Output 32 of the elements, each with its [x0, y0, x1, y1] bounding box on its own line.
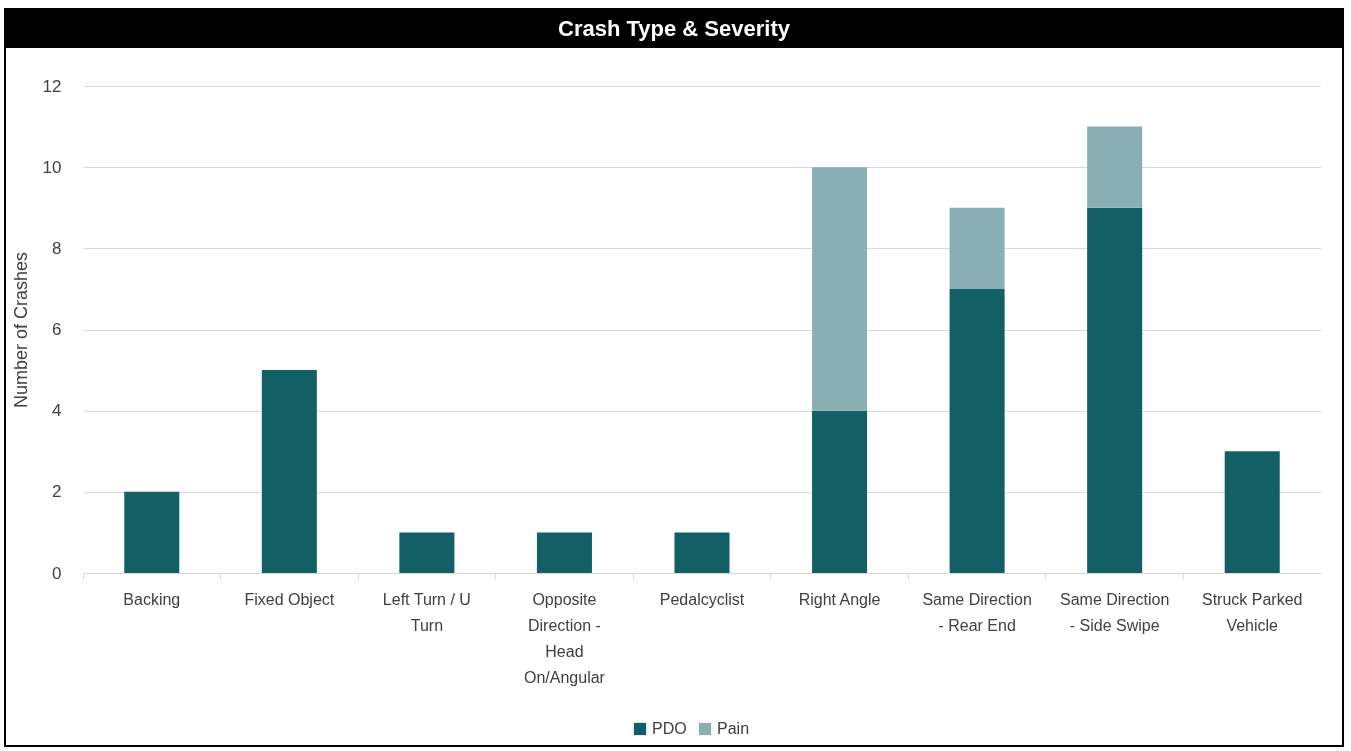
- bar: [1087, 207, 1143, 573]
- x-tick-label: Struck Parked Vehicle: [1201, 590, 1303, 634]
- chart-title: Crash Type & Severity: [6, 10, 1342, 48]
- bar: [399, 532, 455, 573]
- bar: [1087, 126, 1143, 208]
- x-tick-label: Fixed Object: [244, 590, 335, 608]
- bar: [812, 410, 868, 573]
- x-tick-label: Left Turn / U Turn: [382, 590, 471, 634]
- bar: [812, 167, 868, 411]
- x-tick-label: Backing: [123, 590, 181, 608]
- x-tick-label: Same Direction - Side Swipe: [1059, 590, 1170, 634]
- x-tick-label: Opposite Direction - Head On/Angular: [523, 590, 606, 686]
- x-tick-label: Same Direction - Rear End: [922, 590, 1032, 634]
- legend-label: Pain: [717, 720, 750, 737]
- y-tick-label: 2: [52, 482, 62, 502]
- y-tick-label: 12: [42, 76, 62, 96]
- bar: [949, 207, 1005, 289]
- bar: [536, 532, 592, 573]
- bar: [949, 288, 1005, 573]
- y-tick-label: 0: [52, 563, 62, 583]
- legend-label: PDO: [652, 720, 687, 737]
- y-tick-label: 10: [42, 157, 62, 177]
- x-tick-label: Right Angle: [798, 590, 881, 608]
- bar: [674, 532, 730, 573]
- bar: [1224, 451, 1280, 573]
- bar: [261, 370, 317, 573]
- x-tick-label: Pedalcyclist: [659, 590, 745, 608]
- y-tick-label: 6: [52, 320, 62, 339]
- y-axis-title: Number of Crashes: [10, 251, 31, 409]
- y-tick-label: 8: [52, 238, 62, 258]
- bar: [124, 491, 180, 573]
- y-tick-label: 4: [52, 401, 62, 421]
